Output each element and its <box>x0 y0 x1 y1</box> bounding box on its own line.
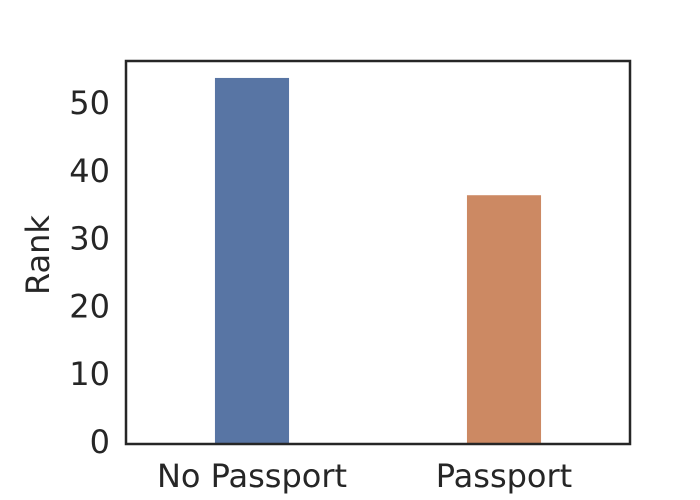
y-tick-label: 0 <box>90 423 110 461</box>
y-tick-label: 20 <box>69 287 110 325</box>
y-tick-label: 10 <box>69 355 110 393</box>
x-tick-label: Passport <box>436 457 572 495</box>
bar <box>466 195 542 444</box>
bar <box>214 77 290 444</box>
y-tick-label: 30 <box>69 220 110 258</box>
x-tick-label: No Passport <box>157 457 347 495</box>
y-tick-label: 50 <box>69 84 110 122</box>
y-tick-label: 40 <box>69 152 110 190</box>
plot-frame <box>124 59 632 446</box>
y-axis-label: Rank <box>19 215 57 295</box>
